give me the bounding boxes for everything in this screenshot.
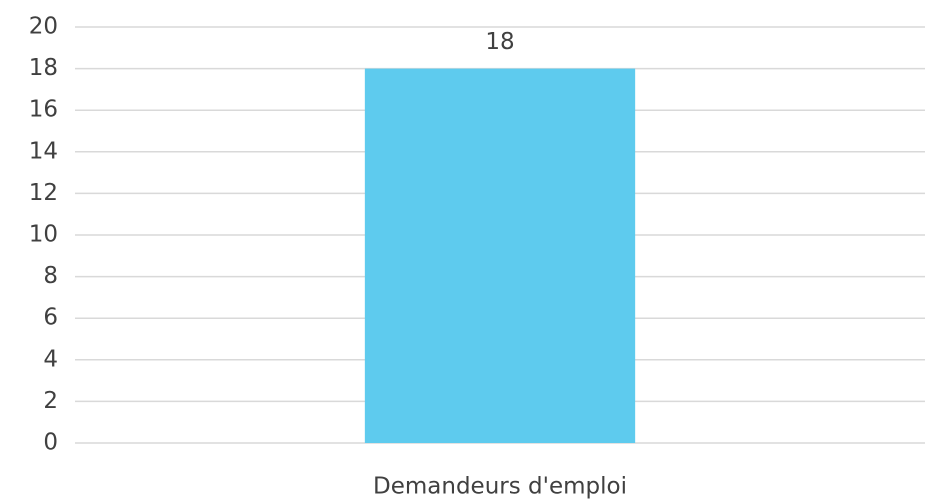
y-tick-label: 6: [43, 305, 58, 331]
y-tick-label: 18: [29, 55, 58, 81]
y-tick-label: 20: [29, 14, 58, 40]
x-tick-label: Demandeurs d'emploi: [373, 474, 627, 500]
y-tick-label: 14: [29, 138, 58, 164]
y-tick-label: 16: [29, 97, 58, 123]
y-tick-label: 0: [43, 430, 58, 456]
data-label: 18: [485, 29, 514, 55]
y-tick-label: 8: [43, 263, 58, 289]
y-tick-label: 4: [43, 346, 58, 372]
y-tick-label: 12: [29, 180, 58, 206]
y-tick-label: 2: [43, 388, 58, 414]
y-tick-label: 10: [29, 222, 58, 248]
bar: [364, 68, 636, 443]
